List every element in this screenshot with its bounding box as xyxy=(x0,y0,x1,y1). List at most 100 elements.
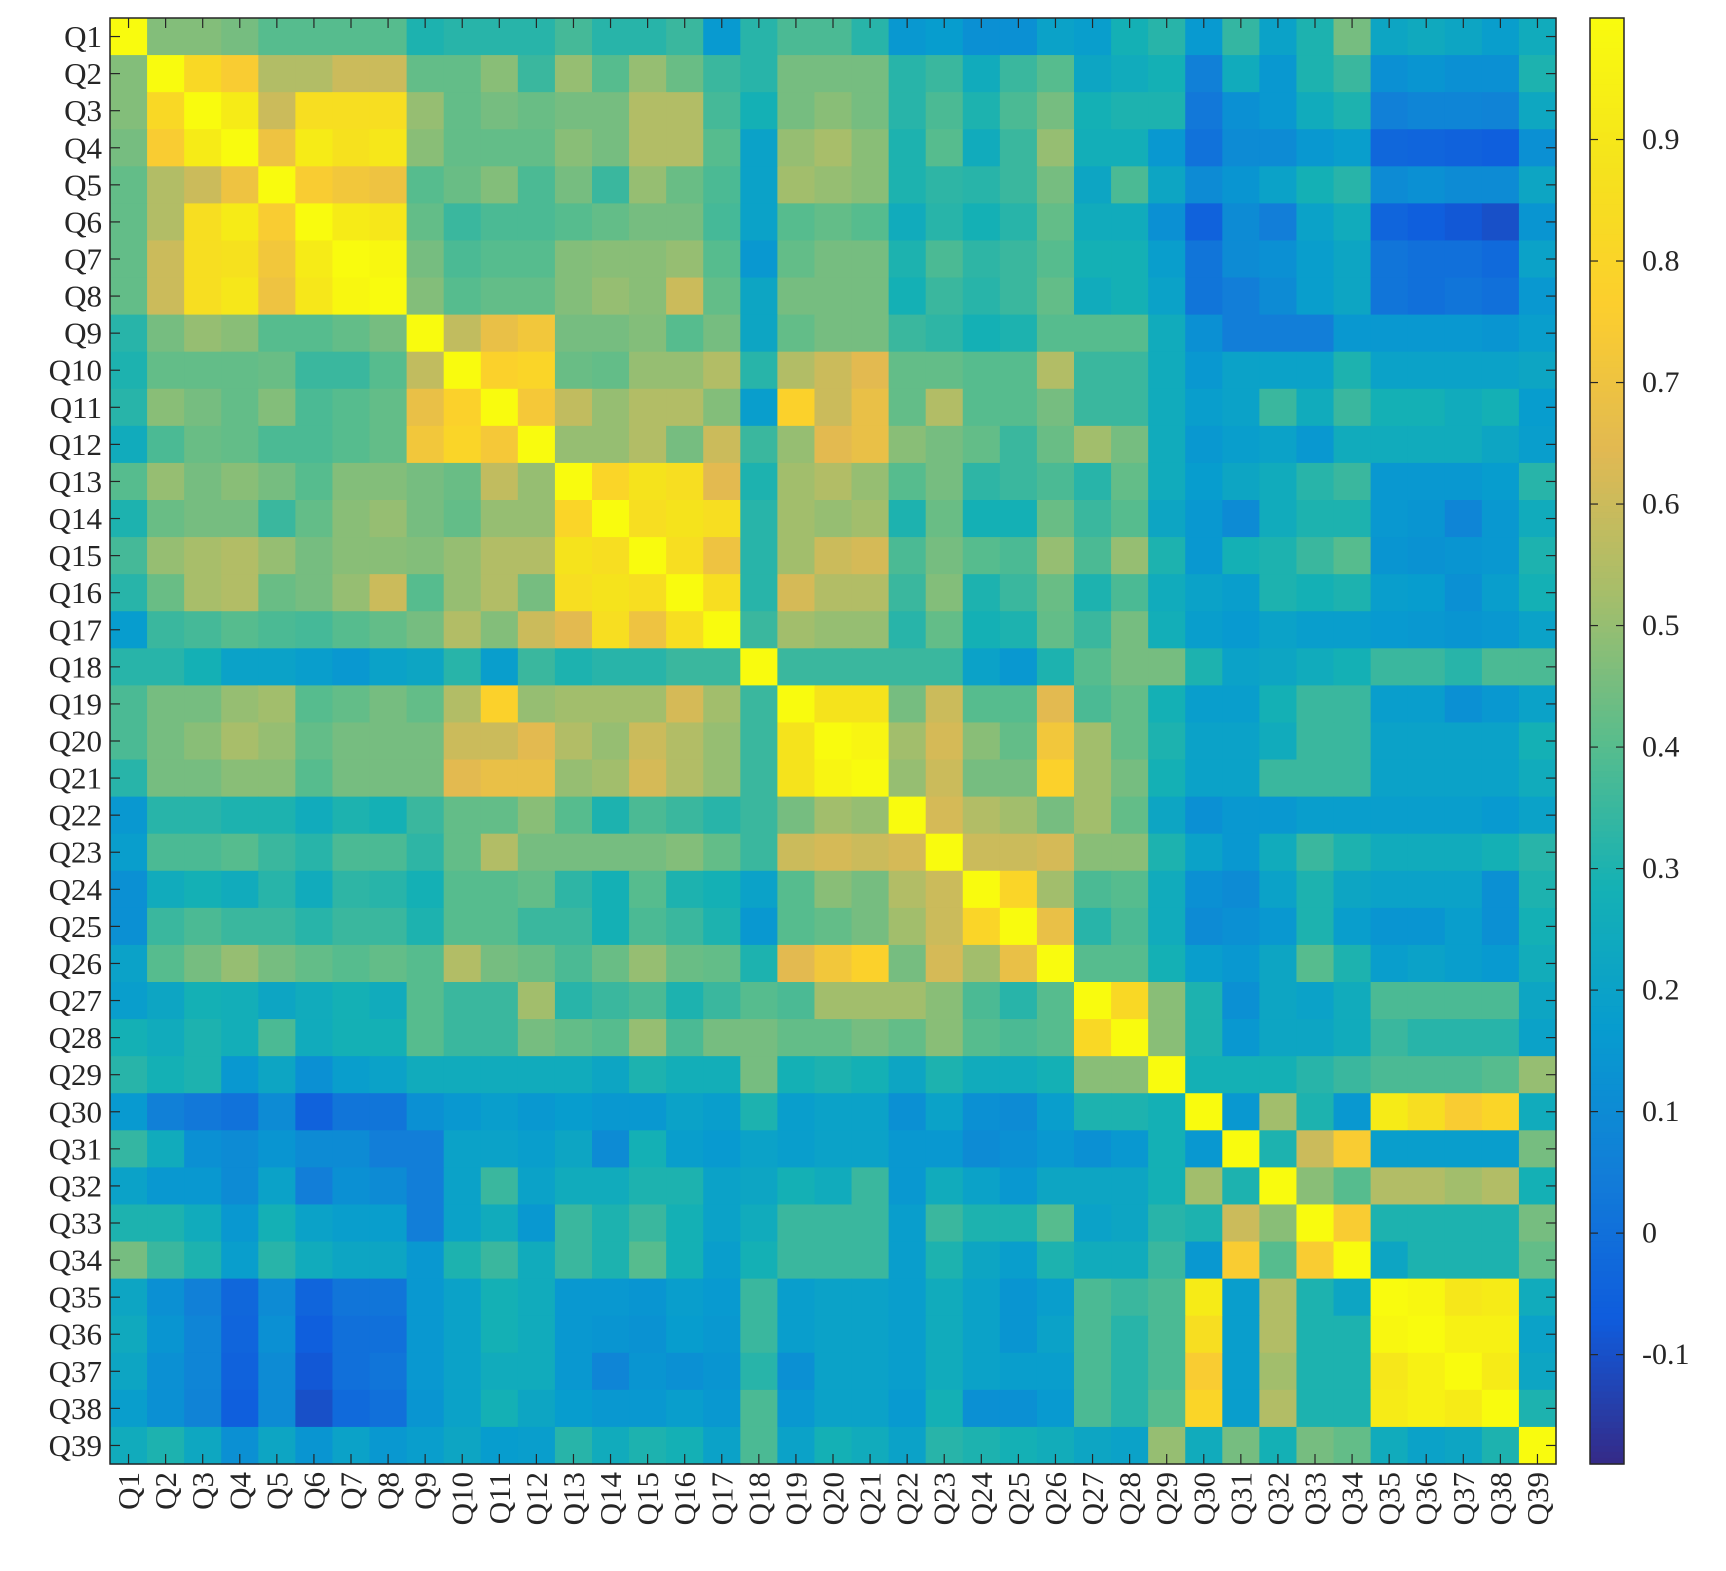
heatmap-cell xyxy=(851,500,890,538)
heatmap-cell xyxy=(1333,351,1372,390)
heatmap-cell xyxy=(962,648,1001,686)
heatmap-cell xyxy=(1222,648,1260,686)
heatmap-cell xyxy=(147,907,185,946)
heatmap-cell xyxy=(1185,870,1223,909)
heatmap-cell xyxy=(740,277,778,316)
heatmap-cell xyxy=(777,1056,816,1094)
heatmap-cell xyxy=(1259,1241,1298,1280)
heatmap-cell xyxy=(1148,1241,1186,1280)
colorbar-band xyxy=(1590,614,1624,622)
heatmap-cell xyxy=(888,907,927,946)
heatmap-cell xyxy=(1444,351,1483,390)
colorbar-band xyxy=(1590,1247,1624,1254)
heatmap-cell xyxy=(221,388,259,427)
heatmap-cell xyxy=(369,833,408,872)
heatmap-cell xyxy=(999,1352,1038,1391)
heatmap-cell xyxy=(1036,314,1075,353)
colorbar-band xyxy=(1590,837,1624,845)
heatmap-cell xyxy=(295,537,334,575)
heatmap-cell xyxy=(147,1241,185,1280)
colorbar-band xyxy=(1590,1138,1624,1146)
heatmap-cell xyxy=(443,500,482,538)
heatmap-cell xyxy=(1222,1167,1260,1206)
colorbar-band xyxy=(1590,114,1624,122)
colorbar-band xyxy=(1590,957,1624,965)
heatmap-cell xyxy=(1444,500,1483,538)
heatmap-cell xyxy=(221,425,259,464)
x-tick-label: Q14 xyxy=(593,1472,628,1526)
heatmap-cell xyxy=(1222,944,1260,983)
heatmap-cell xyxy=(1111,1130,1149,1168)
heatmap-cell xyxy=(1074,1167,1112,1206)
heatmap-cell xyxy=(1222,1093,1260,1131)
heatmap-cell xyxy=(184,1093,222,1131)
heatmap-cell xyxy=(814,537,853,575)
heatmap-cell xyxy=(629,685,667,724)
heatmap-cell xyxy=(554,1389,593,1428)
heatmap-cell xyxy=(406,55,445,93)
heatmap-cell xyxy=(888,203,927,242)
heatmap-cell xyxy=(925,759,964,798)
heatmap-cell xyxy=(999,92,1038,130)
heatmap-cell xyxy=(221,1241,259,1280)
heatmap-cell xyxy=(814,277,853,316)
heatmap-cell xyxy=(1296,314,1335,353)
heatmap-cell xyxy=(480,685,519,724)
heatmap-cell xyxy=(925,611,964,649)
heatmap-cell xyxy=(851,203,890,242)
colorbar-band xyxy=(1590,1000,1624,1007)
heatmap-cell xyxy=(1259,759,1298,798)
colorbar-band xyxy=(1590,283,1624,290)
colorbar-band xyxy=(1590,638,1624,646)
heatmap-cell xyxy=(1148,982,1186,1020)
heatmap-cell xyxy=(1036,982,1075,1020)
colorbar-band xyxy=(1590,1162,1624,1170)
colorbar-band xyxy=(1590,150,1624,158)
colorbar-band xyxy=(1590,963,1624,971)
heatmap-cell xyxy=(999,277,1038,316)
x-tick-label: Q33 xyxy=(1298,1472,1333,1525)
heatmap-cell xyxy=(517,685,556,724)
heatmap-cell xyxy=(1074,759,1112,798)
heatmap-cell xyxy=(406,537,445,575)
heatmap-cell xyxy=(1407,611,1446,649)
heatmap-cell xyxy=(1222,1315,1260,1354)
heatmap-cell xyxy=(1148,907,1186,946)
heatmap-cell xyxy=(1036,1389,1075,1428)
heatmap-cell xyxy=(258,462,296,501)
heatmap-cell xyxy=(332,425,371,464)
heatmap-cell xyxy=(1481,129,1520,167)
heatmap-cell xyxy=(406,1093,445,1131)
heatmap-cell xyxy=(1185,648,1223,686)
heatmap-cell xyxy=(777,574,816,612)
heatmap-cell xyxy=(1222,1352,1260,1391)
heatmap-cell xyxy=(517,166,556,204)
heatmap-cell xyxy=(703,1167,741,1206)
colorbar-band xyxy=(1590,584,1624,591)
colorbar-band xyxy=(1590,1223,1624,1230)
colorbar-band xyxy=(1590,915,1624,923)
heatmap-cell xyxy=(369,1389,408,1428)
heatmap-cell xyxy=(480,55,519,93)
heatmap-cell xyxy=(295,833,334,872)
heatmap-cell xyxy=(147,166,185,204)
heatmap-cell xyxy=(666,1389,704,1428)
heatmap-cell xyxy=(999,944,1038,983)
heatmap-cell xyxy=(147,611,185,649)
heatmap-cell xyxy=(666,277,704,316)
heatmap-cell xyxy=(1074,462,1112,501)
colorbar-band xyxy=(1590,668,1624,676)
colorbar-band xyxy=(1590,180,1624,188)
heatmap-cell xyxy=(1481,833,1520,872)
colorbar-band xyxy=(1590,783,1624,790)
colorbar-band xyxy=(1590,747,1624,754)
colorbar-band xyxy=(1590,301,1624,308)
heatmap-cell xyxy=(1222,1056,1260,1094)
heatmap-cell xyxy=(1036,351,1075,390)
heatmap-cell xyxy=(592,722,630,761)
heatmap-cell xyxy=(703,351,741,390)
colorbar-band xyxy=(1590,524,1624,531)
heatmap-cell xyxy=(258,944,296,983)
heatmap-cell xyxy=(406,759,445,798)
heatmap-cell xyxy=(258,1130,296,1168)
